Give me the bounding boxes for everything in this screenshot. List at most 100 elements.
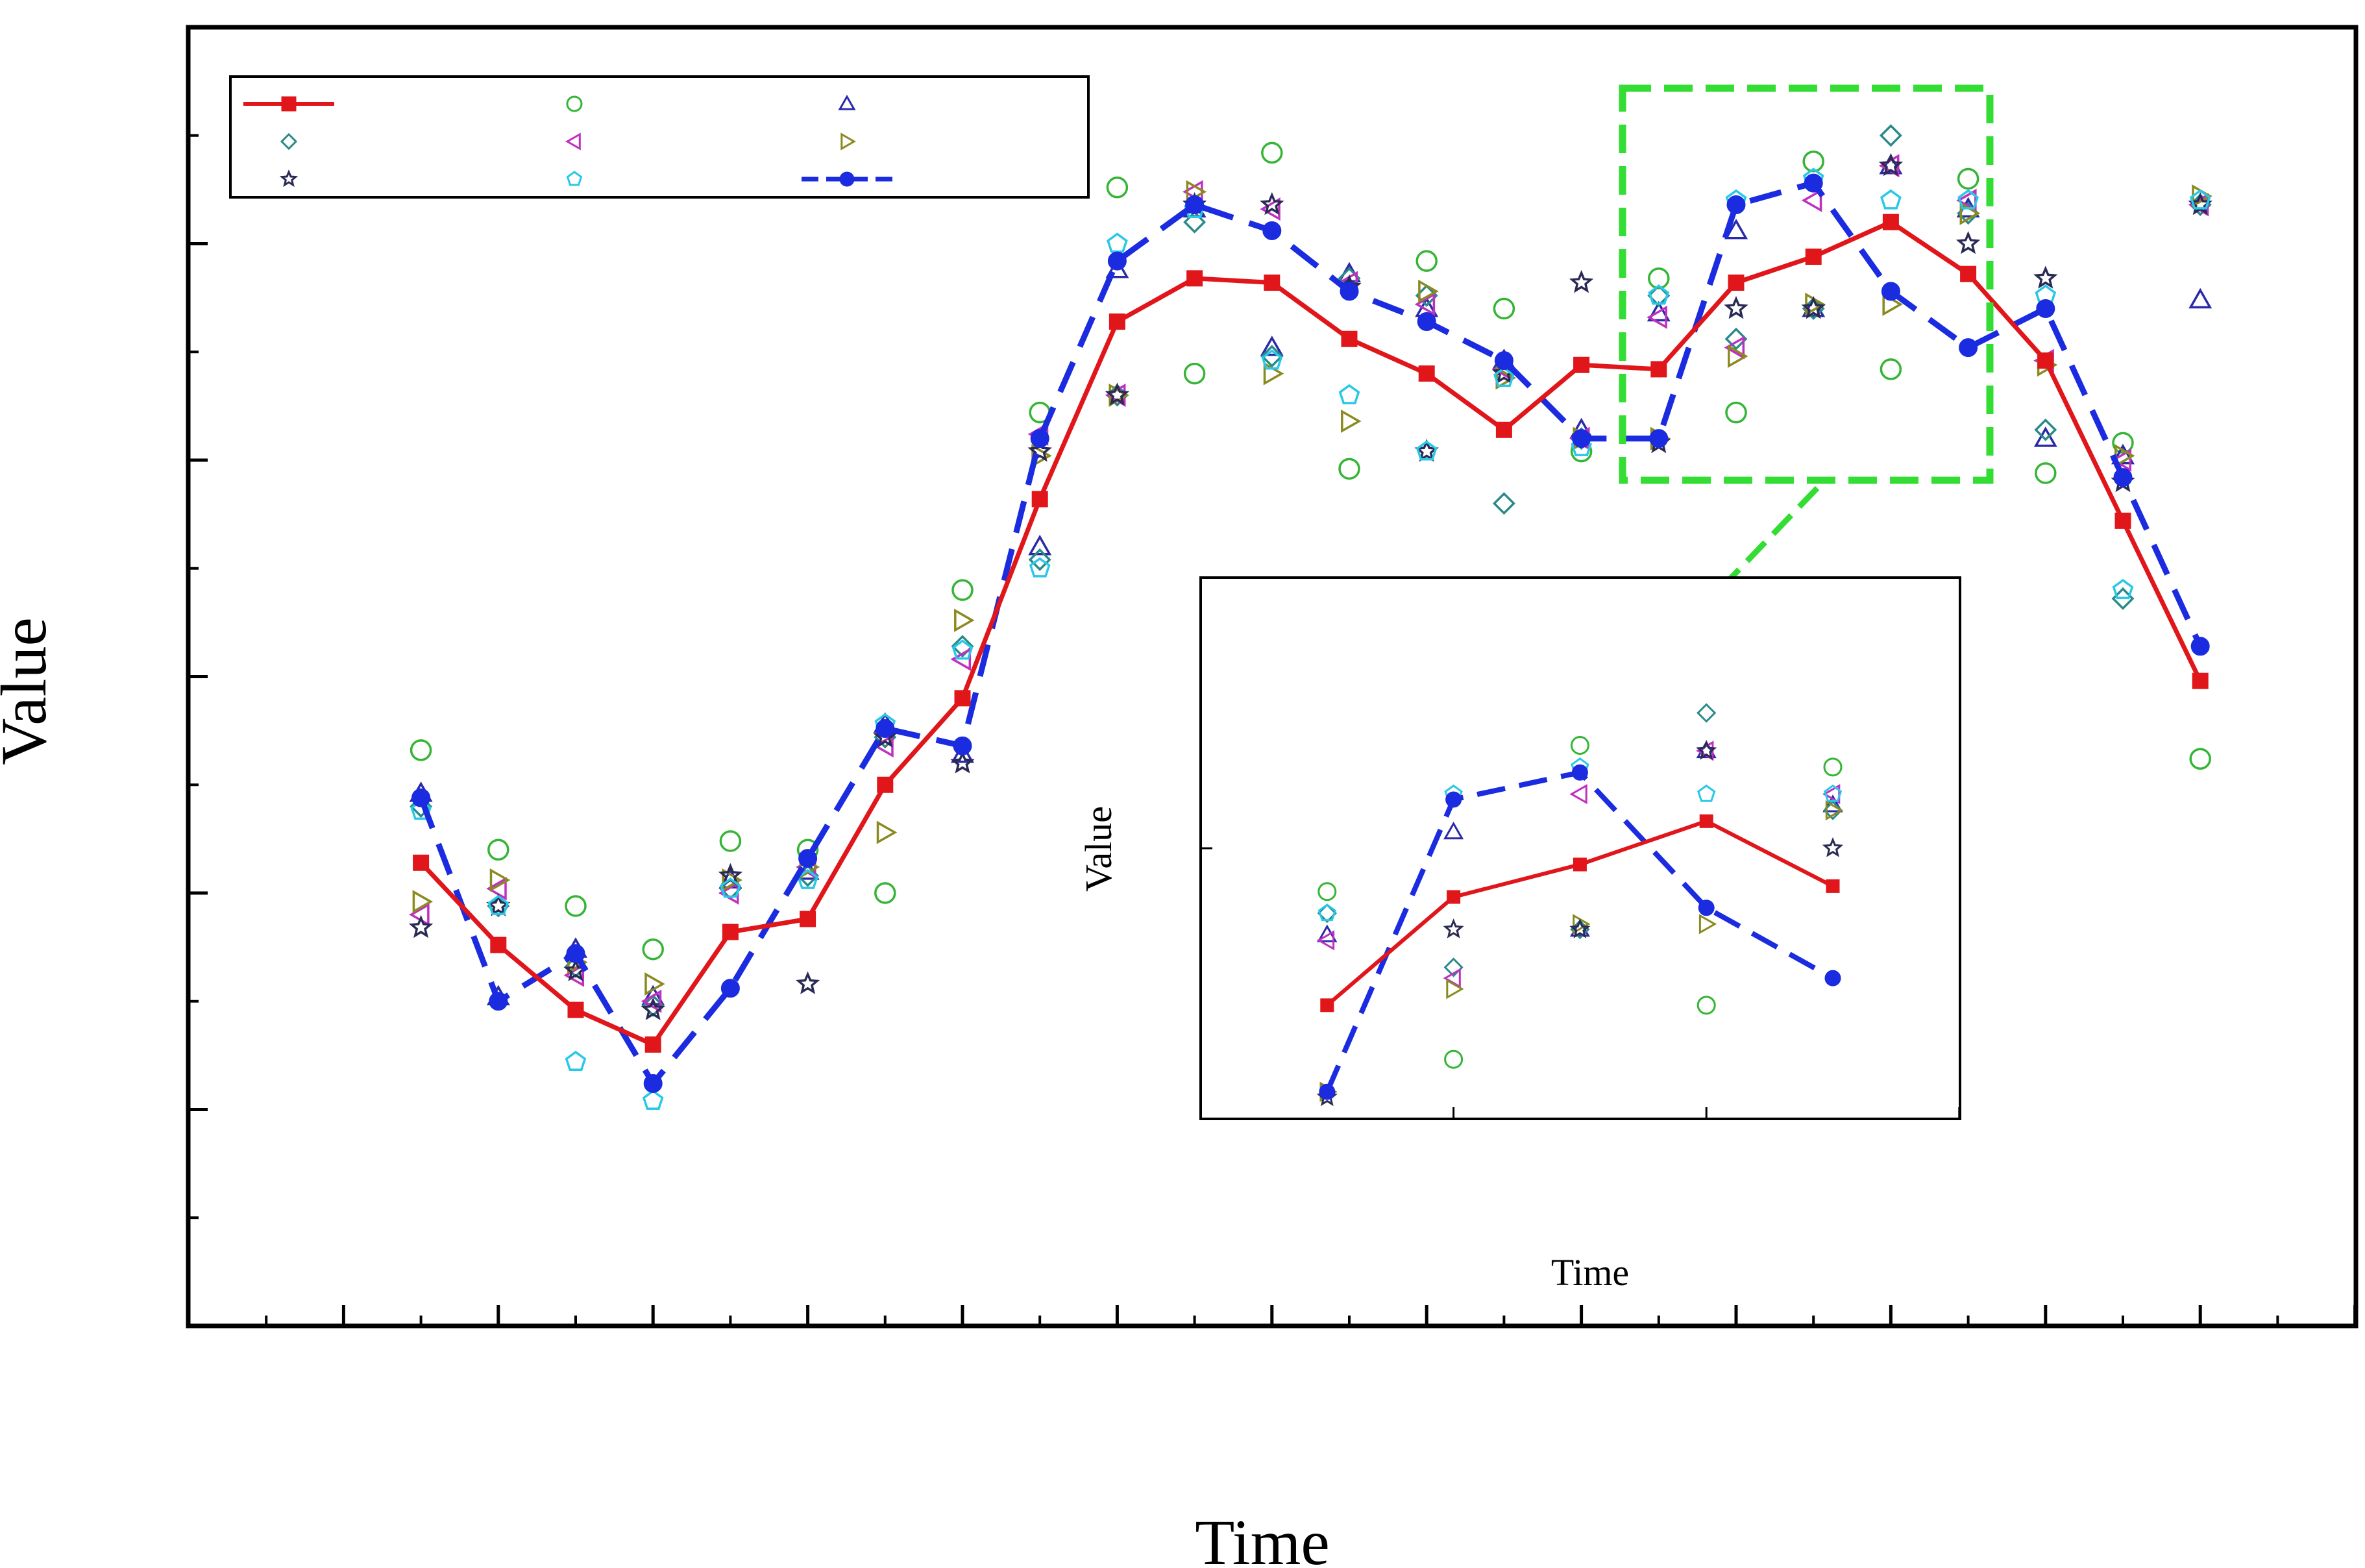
data-point-lssvrfoa — [412, 890, 434, 914]
data-point-lssvrcqfoa — [2113, 468, 2133, 487]
data-point-lssvrcqba — [1027, 439, 1052, 462]
legend-marker-lssvrqfoa — [566, 171, 583, 186]
data-point-lssvrcqfoa — [1881, 282, 1900, 301]
inset-data-point-lssvrcqts — [1317, 903, 1337, 924]
data-point-actualvalue — [2192, 672, 2209, 689]
data-point-lssvrcqfoa — [1340, 282, 1359, 301]
data-point-actualvalue — [722, 924, 739, 940]
data-point-lssvrcqfoa — [1185, 195, 1205, 214]
data-point-lssvrqfoa — [565, 1050, 587, 1072]
data-point-lssvrcqfoa — [876, 719, 895, 739]
inset-data-point-lssvrcqga — [1569, 784, 1587, 805]
data-point-lssvrcqfoa — [1804, 173, 1823, 193]
data-point-lssvrcqfoa — [1572, 429, 1591, 448]
data-point-lssvrcqpso — [641, 985, 665, 1006]
data-point-lssvrcqfoa — [1494, 351, 1513, 371]
data-point-bpnn — [2112, 432, 2134, 454]
data-point-bpnn — [1261, 141, 1283, 164]
data-point-lssvrcqfoa — [643, 1073, 663, 1093]
data-point-lssvrqfoa — [951, 639, 974, 660]
inset-data-point-lssvrcqfoa — [1698, 900, 1715, 916]
data-point-lssvrcqpso — [2188, 288, 2212, 309]
data-point-bpnn — [1106, 177, 1129, 199]
data-point-lssvrcqts — [1260, 345, 1284, 368]
data-point-lssvrqfoa — [642, 1090, 664, 1110]
data-point-lssvrcqba — [1955, 230, 1981, 254]
data-point-lssvrcqga — [873, 734, 894, 758]
data-point-lssvrcqba — [408, 914, 434, 938]
data-point-lssvrcqba — [1105, 382, 1130, 406]
data-point-lssvrcqga — [1260, 197, 1281, 221]
data-point-lssvrcqfoa — [1107, 251, 1127, 271]
inset-plot-area — [1199, 576, 1961, 1120]
data-point-lssvrcqga — [1414, 292, 1436, 316]
inset-x-axis-title: Time — [1551, 1251, 1629, 1293]
data-point-lssvrcqts — [951, 635, 974, 658]
data-point-lssvrcqba — [641, 997, 665, 1020]
data-point-actualvalue — [2037, 352, 2054, 369]
data-point-actualvalue — [1264, 275, 1281, 291]
y-axis-title: Value — [0, 617, 60, 765]
data-point-lssvrqfoa — [1107, 232, 1128, 253]
data-point-actualvalue — [1960, 265, 1977, 282]
data-point-bpnn — [951, 579, 974, 601]
data-point-lssvrcqpso — [2111, 443, 2135, 465]
data-point-bpnn — [487, 839, 509, 861]
data-point-lssvrcqba — [795, 971, 820, 994]
data-point-lssvrcqpso — [1879, 153, 1903, 175]
data-point-actualvalue — [1805, 249, 1822, 265]
data-point-lssvrcqfoa — [1649, 429, 1669, 448]
data-point-lssvrfoa — [489, 868, 511, 892]
data-point-lssvrcqfoa — [411, 788, 431, 807]
inset-data-point-bpnn — [1823, 757, 1843, 777]
data-point-actualvalue — [877, 776, 894, 793]
series-line-actualvalue — [419, 219, 2203, 1047]
inset-data-point-lssvrcqfoa — [1571, 764, 1588, 781]
data-point-actualvalue — [1495, 421, 1512, 438]
data-point-actualvalue — [1031, 491, 1048, 508]
data-point-lssvrcqba — [1569, 269, 1594, 293]
inset-data-point-lssvrcqts — [1443, 957, 1464, 977]
data-point-lssvrcqfoa — [1959, 338, 1978, 358]
data-point-lssvrcqga — [641, 989, 662, 1013]
data-point-actualvalue — [567, 1001, 584, 1018]
inset-data-point-lssvrcqts — [1697, 703, 1717, 723]
data-point-lssvrqfoa — [410, 800, 432, 820]
inset-y-axis-title: Value — [1077, 806, 1120, 892]
data-point-lssvrqfoa — [1493, 367, 1515, 387]
data-point-lssvrcqga — [2111, 448, 2132, 472]
data-point-bpnn — [642, 938, 664, 961]
inset-data-point-bpnn — [1570, 736, 1589, 755]
data-point-lssvrqfoa — [1338, 384, 1360, 404]
data-point-lssvrfoa — [954, 608, 975, 632]
data-point-lssvrcqfoa — [1262, 221, 1282, 240]
inset-data-point-lssvrfoa — [1698, 914, 1717, 935]
data-point-bpnn — [2035, 462, 2057, 484]
data-point-bpnn — [1648, 267, 1670, 289]
inset-data-point-actualvalue — [1699, 814, 1713, 828]
data-point-lssvrcqpso — [2033, 426, 2057, 447]
series-line-lssvrcqfoa — [418, 180, 2203, 1086]
data-point-lssvrcqba — [2033, 265, 2058, 289]
inset-data-point-lssvrcqpso — [1569, 919, 1590, 937]
data-point-bpnn — [1415, 250, 1438, 272]
data-point-lssvrcqfoa — [953, 736, 972, 755]
data-point-lssvrcqba — [1414, 439, 1439, 462]
data-point-lssvrcqfoa — [1030, 429, 1049, 448]
data-point-lssvrcqga — [563, 963, 585, 987]
inset-data-point-bpnn — [1697, 996, 1716, 1015]
data-point-lssvrqfoa — [720, 877, 741, 898]
data-point-lssvrcqts — [1492, 492, 1515, 515]
inset-data-point-lssvrcqga — [1443, 968, 1461, 988]
data-point-bpnn — [1957, 167, 1979, 190]
data-point-lssvrcqba — [1878, 153, 1904, 177]
data-point-lssvrcqpso — [1724, 218, 1748, 239]
inset-data-point-lssvrfoa — [1573, 914, 1591, 935]
data-point-lssvrfoa — [1341, 409, 1362, 434]
data-point-actualvalue — [1418, 365, 1435, 382]
data-point-actualvalue — [413, 854, 430, 871]
data-point-lssvrqfoa — [2112, 578, 2134, 599]
data-point-lssvrcqpso — [1647, 300, 1671, 322]
legend — [229, 75, 1090, 199]
